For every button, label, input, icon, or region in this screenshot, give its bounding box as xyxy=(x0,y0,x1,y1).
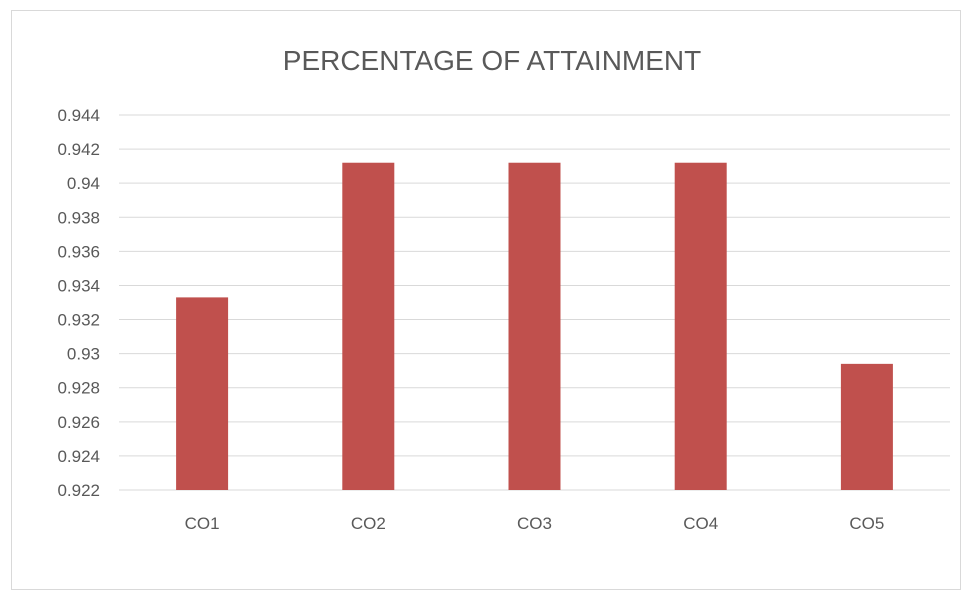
chart-area: PERCENTAGE OF ATTAINMENT 0.922 0.924 0.926… xyxy=(11,10,961,590)
bar-chart: PERCENTAGE OF ATTAINMENT 0.922 0.924 0.926… xyxy=(57,45,950,533)
x-tick-label: CO4 xyxy=(683,514,718,533)
bar-co4 xyxy=(674,162,727,490)
bar-co3 xyxy=(508,162,561,490)
x-tick-label: CO5 xyxy=(849,514,884,533)
y-tick-label: 0.94 xyxy=(67,174,100,193)
y-tick-label: 0.926 xyxy=(57,413,100,432)
y-tick-label: 0.93 xyxy=(67,345,100,364)
x-tick-label: CO1 xyxy=(185,514,220,533)
y-tick-label: 0.932 xyxy=(57,311,100,330)
x-tick-label: CO3 xyxy=(517,514,552,533)
y-tick-label: 0.942 xyxy=(57,140,100,159)
y-tick-label: 0.944 xyxy=(57,106,100,125)
x-tick-label: CO2 xyxy=(351,514,386,533)
chart-title: PERCENTAGE OF ATTAINMENT xyxy=(283,45,701,76)
bar-co5 xyxy=(840,363,893,490)
y-tick-label: 0.928 xyxy=(57,379,100,398)
y-tick-label: 0.938 xyxy=(57,208,100,227)
y-axis-tick-labels: 0.922 0.924 0.926 0.928 0.93 0.932 0.934 0.936 0… xyxy=(57,106,100,500)
y-tick-label: 0.924 xyxy=(57,447,100,466)
x-axis-tick-labels: CO1 CO2 CO3 CO4 CO5 xyxy=(185,514,885,533)
y-tick-label: 0.922 xyxy=(57,481,100,500)
y-tick-label: 0.934 xyxy=(57,276,100,295)
bar-co2 xyxy=(342,162,395,490)
bar-co1 xyxy=(176,297,229,490)
y-tick-label: 0.936 xyxy=(57,242,100,261)
bars xyxy=(176,162,893,490)
